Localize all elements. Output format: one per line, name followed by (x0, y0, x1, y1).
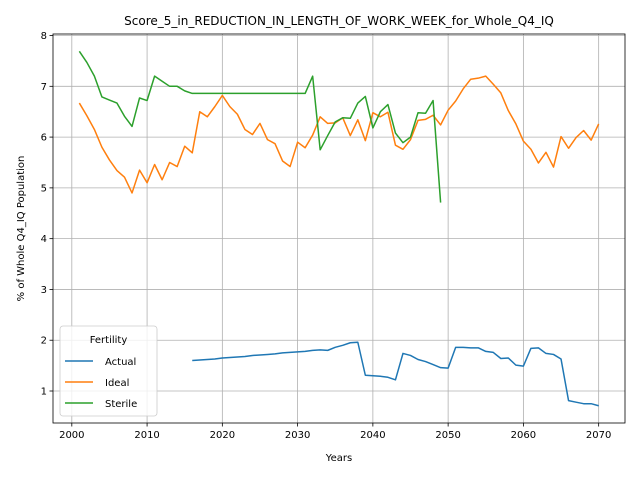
x-tick-label: 2020 (210, 430, 235, 441)
y-tick-label: 5 (41, 183, 47, 194)
legend-label-ideal: Ideal (105, 378, 129, 389)
x-tick-label: 2070 (586, 430, 611, 441)
legend-label-actual: Actual (105, 357, 136, 368)
y-tick-label: 6 (41, 133, 47, 144)
legend-title: Fertility (90, 335, 128, 346)
x-tick-label: 2000 (59, 430, 84, 441)
x-tick-label: 2050 (435, 430, 460, 441)
x-tick-label: 2010 (134, 430, 159, 441)
x-tick-label: 2060 (511, 430, 536, 441)
y-axis-label: % of Whole Q4_IQ Population (16, 156, 27, 302)
x-tick-label: 2030 (285, 430, 310, 441)
legend: Fertility Actual Ideal Sterile (60, 326, 157, 416)
y-tick-label: 1 (41, 387, 47, 398)
chart-title: Score_5_in_REDUCTION_IN_LENGTH_OF_WORK_W… (124, 14, 554, 28)
y-tick-label: 2 (41, 336, 47, 347)
y-tick-label: 7 (41, 82, 47, 93)
legend-label-sterile: Sterile (105, 399, 137, 410)
y-tick-label: 3 (41, 285, 47, 296)
y-tick-label: 4 (41, 234, 47, 245)
x-axis-label: Years (325, 453, 352, 464)
x-tick-label: 2040 (360, 430, 385, 441)
y-tick-label: 8 (41, 31, 47, 42)
